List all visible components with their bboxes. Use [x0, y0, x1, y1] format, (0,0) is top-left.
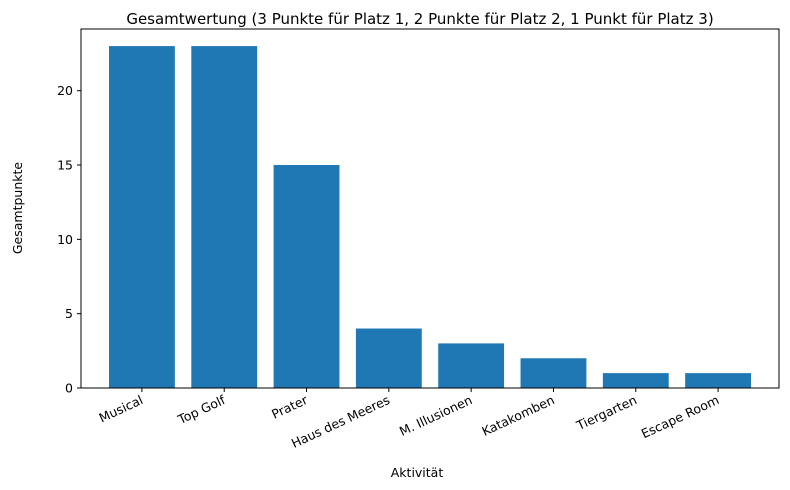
x-tick-label: Musical — [97, 392, 146, 425]
bar-prater — [273, 165, 340, 388]
x-tick-label: Katakomben — [479, 392, 556, 439]
bar-haus-des-meeres — [355, 328, 422, 388]
x-tick-label: Tiergarten — [573, 392, 639, 433]
bar-tiergarten — [602, 373, 669, 388]
y-axis-label: Gesamtpunkte — [10, 162, 25, 255]
y-tick-label: 20 — [57, 83, 73, 98]
y-axis: 0 5 10 15 20 — [57, 83, 81, 396]
bar-katakomben — [520, 358, 587, 388]
y-tick-label: 0 — [65, 381, 73, 396]
y-tick-label: 5 — [65, 306, 73, 321]
y-tick-label: 10 — [57, 232, 73, 247]
chart-title: Gesamtwertung (3 Punkte für Platz 1, 2 P… — [126, 10, 713, 28]
bar-musical — [108, 46, 175, 388]
x-tick-label: Escape Room — [639, 392, 722, 441]
plot-frame — [80, 28, 780, 389]
x-tick-label: Prater — [269, 392, 310, 422]
x-tick-label: Top Golf — [175, 392, 228, 428]
x-axis-label: Aktivität — [391, 465, 444, 480]
bar-m-illusionen — [438, 343, 505, 388]
bar-top-golf — [191, 46, 258, 388]
bar-escape-room — [685, 373, 752, 388]
bars-group — [108, 46, 752, 388]
y-tick-label: 15 — [57, 158, 73, 173]
x-tick-label: M. Illusionen — [397, 392, 474, 439]
